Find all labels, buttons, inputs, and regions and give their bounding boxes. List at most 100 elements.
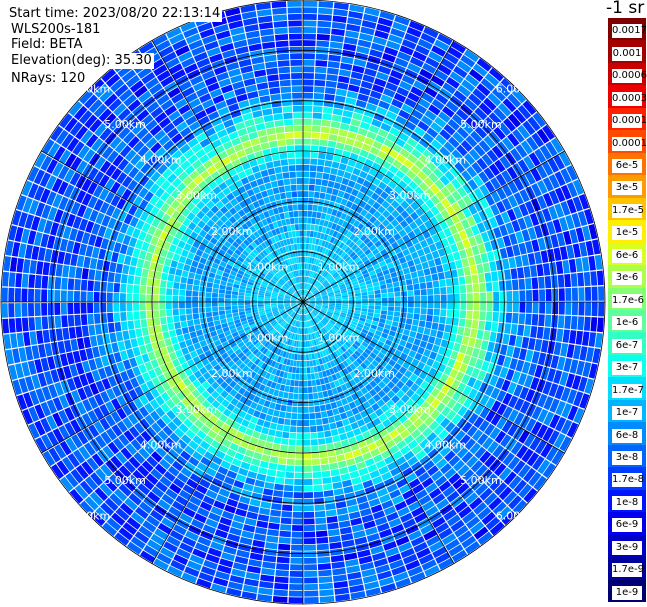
ppi-cell [425,252,434,261]
ppi-cell [342,262,349,269]
ppi-cell [446,253,455,263]
ppi-cell [68,266,76,278]
ppi-cell [457,198,467,210]
ppi-cell [545,288,552,301]
ppi-cell [237,502,249,511]
ppi-cell [244,296,251,300]
ppi-cell [390,219,400,228]
ppi-cell [364,457,375,467]
ppi-cell [428,226,437,236]
ppi-cell [312,112,323,120]
ppi-cell [354,536,368,546]
ppi-cell [405,472,418,483]
ppi-cell [159,302,166,310]
ppi-cell [546,368,556,382]
ppi-cell [424,565,440,577]
ppi-cell [345,231,353,239]
ppi-cell [257,343,264,351]
ppi-cell [304,570,318,577]
ppi-cell [349,233,356,241]
ppi-cell [324,316,330,321]
ppi-cell [370,192,380,201]
ppi-cell [465,319,473,328]
ppi-cell [324,496,335,504]
ppi-cell [353,376,361,384]
ppi-cell [392,450,403,461]
ppi-cell [402,489,415,500]
ppi-cell [250,546,264,555]
ppi-cell [205,518,219,529]
ppi-cell [304,590,319,597]
ppi-cell [374,356,383,364]
ppi-cell [440,186,451,198]
ppi-cell [506,291,513,302]
ppi-cell [460,54,476,68]
ppi-cell [335,293,342,297]
ppi-cell [161,272,169,281]
ppi-cell [113,312,121,322]
ppi-cell [122,330,130,341]
ppi-cell [447,294,454,302]
ppi-cell [435,413,446,424]
ppi-cell [340,383,348,392]
ppi-cell [479,311,486,321]
ppi-cell [438,346,446,356]
ppi-cell [107,312,114,323]
ppi-cell [384,257,393,265]
ppi-cell [67,278,75,290]
ppi-cell [342,304,349,307]
ppi-cell [327,311,333,315]
ppi-cell [311,264,315,271]
ppi-cell [244,299,251,302]
ppi-cell [385,351,394,359]
ppi-cell [355,357,363,365]
ppi-cell [536,128,550,144]
ppi-cell [326,287,333,292]
ppi-cell [510,148,523,162]
ppi-cell [55,328,64,341]
ppi-cell [335,224,342,232]
ppi-cell [372,417,382,427]
ppi-cell [143,335,151,345]
ppi-cell [413,126,426,137]
ppi-cell [351,353,359,360]
ppi-cell [366,241,374,249]
ppi-cell [420,390,430,401]
ppi-cell [326,340,332,347]
ppi-cell [196,462,208,472]
ppi-cell [312,465,321,472]
ppi-cell [293,498,303,505]
ppi-cell [135,267,143,277]
ppi-cell [298,308,301,314]
ppi-cell [199,501,213,512]
ppi-cell [57,251,66,265]
ppi-cell [353,312,361,317]
ppi-cell [422,62,437,75]
ppi-cell [355,298,362,302]
ppi-cell [197,404,207,414]
ppi-cell [560,343,569,357]
ppi-cell [328,535,341,543]
ppi-cell [308,294,314,299]
ppi-cell [295,334,298,341]
ppi-cell [395,195,405,205]
ppi-cell [369,146,380,156]
ppi-cell [425,209,435,220]
ppi-cell [312,310,318,316]
ppi-cell [363,203,372,212]
ppi-cell [453,285,460,294]
ppi-cell [391,241,399,250]
ppi-cell [484,473,498,487]
ppi-cell [121,321,128,331]
ppi-cell [352,331,360,338]
ppi-cell [364,229,372,237]
ppi-cell [323,199,330,207]
ppi-cell [419,239,429,249]
ppi-cell [271,329,277,336]
ppi-cell [453,360,462,371]
ppi-cell [304,557,317,564]
ppi-cell [322,477,332,484]
ppi-cell [331,223,338,230]
ppi-cell [386,204,395,214]
ppi-cell [315,412,322,419]
